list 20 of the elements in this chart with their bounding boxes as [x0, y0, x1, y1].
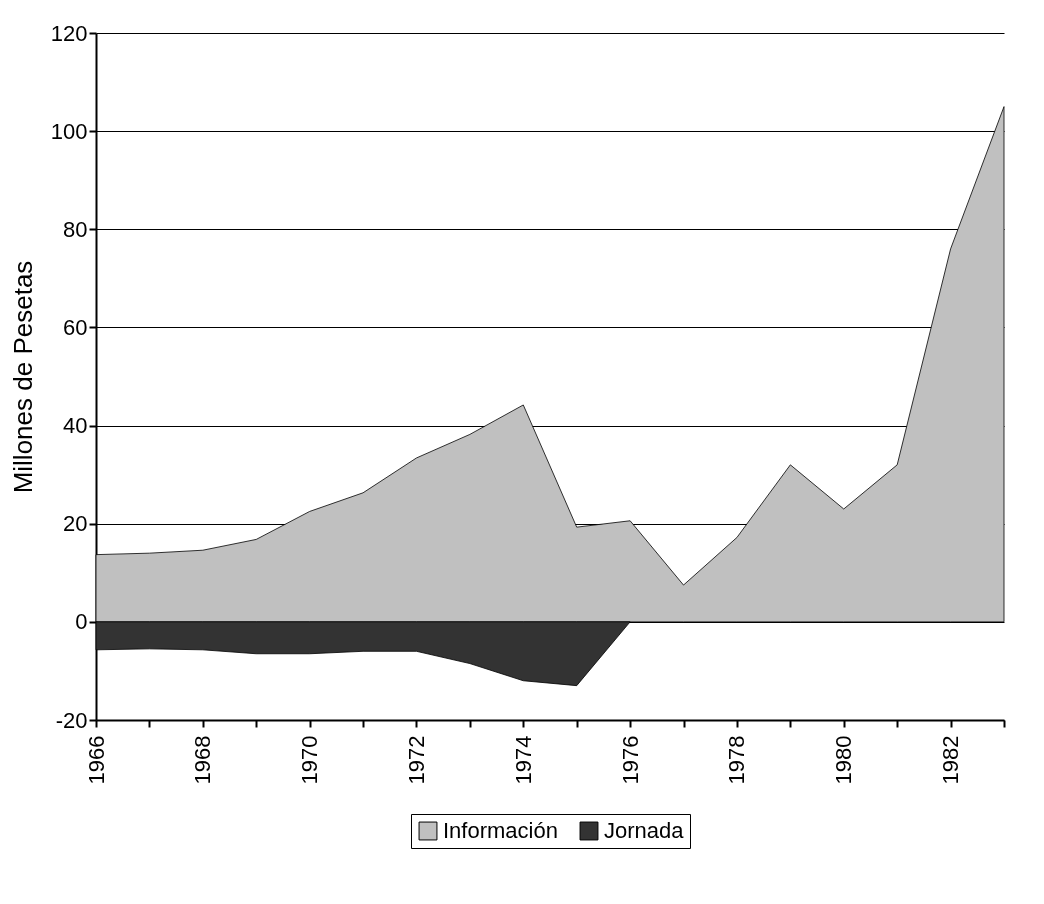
x-tick-label: 1970 [297, 735, 323, 785]
x-tick-label: 1982 [938, 735, 964, 785]
legend-label: Información [443, 818, 558, 843]
y-tick-label: 120 [50, 20, 88, 46]
y-tick-label: -20 [55, 707, 88, 733]
y-tick-label: 80 [63, 216, 88, 242]
y-tick-label: 60 [63, 314, 88, 340]
x-tick-label: 1976 [617, 735, 643, 785]
y-tick-label: 100 [50, 118, 88, 144]
x-tick-label: 1966 [83, 735, 109, 785]
y-tick-label: 20 [63, 511, 88, 537]
x-tick-label: 1980 [831, 735, 857, 785]
y-axis-title: Millones de Pesetas [7, 260, 38, 494]
y-tick-label: 40 [63, 413, 88, 439]
legend-label: Jornada [604, 818, 685, 843]
x-tick-label: 1972 [403, 735, 429, 785]
x-tick-label: 1978 [724, 735, 750, 785]
y-tick-label: 0 [75, 609, 88, 635]
x-tick-label: 1974 [510, 735, 536, 785]
x-tick-label: 1968 [190, 735, 216, 785]
